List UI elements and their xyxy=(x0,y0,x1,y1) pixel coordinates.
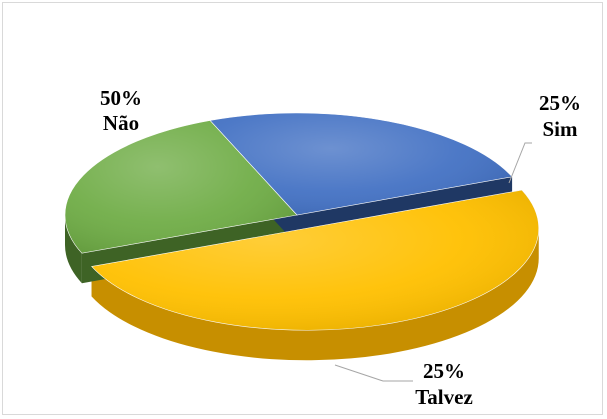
label-nao-name: Não xyxy=(103,111,139,135)
label-sim-name: Sim xyxy=(542,117,578,141)
slice-sim-highlight xyxy=(65,120,297,254)
label-talvez-percent: 25% xyxy=(423,359,465,383)
slice-talvez-highlight xyxy=(210,112,513,215)
label-sim-percent: 25% xyxy=(539,91,581,115)
leader-line-sim xyxy=(508,142,532,184)
slice-no-side xyxy=(91,228,539,361)
label-talvez-name: Talvez xyxy=(415,385,473,409)
pie-chart: 50% Não 25% Sim 25% Talvez xyxy=(64,86,581,409)
chart-area: 50% Não 25% Sim 25% Talvez xyxy=(2,2,603,415)
leader-line-talvez xyxy=(334,364,413,382)
slice-sim-side xyxy=(65,215,82,284)
label-nao-percent: 50% xyxy=(100,86,142,110)
slice-no-highlight xyxy=(91,190,539,331)
